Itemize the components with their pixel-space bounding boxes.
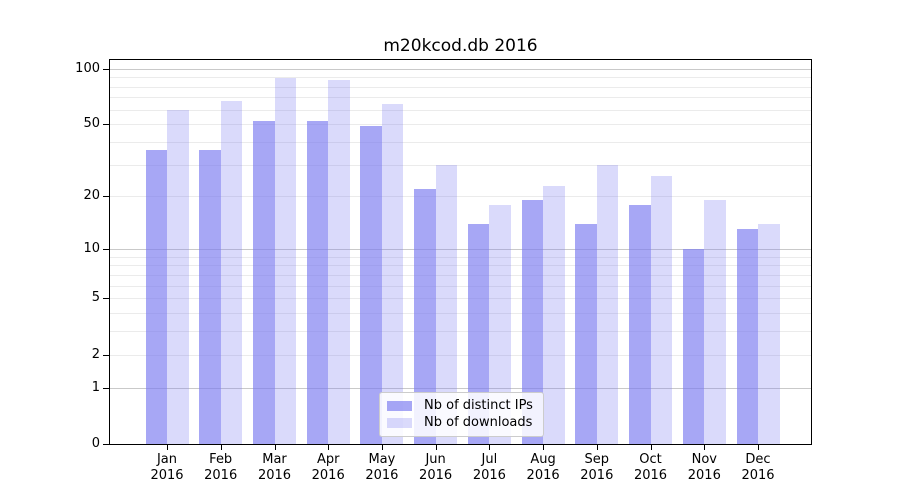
x-tick-mark-nov — [704, 445, 706, 450]
y-tick-label-0: 0 — [91, 436, 100, 451]
legend: Nb of distinct IPs Nb of downloads — [379, 392, 544, 437]
bar-dec-downloads — [758, 223, 780, 444]
gridline-8 — [110, 265, 811, 267]
bar-aug-downloads — [543, 185, 565, 444]
bar-may-distinct-ips — [360, 125, 382, 444]
gridline-7 — [110, 274, 811, 276]
y-tick-label-20: 20 — [83, 188, 100, 204]
x-tick-label-feb: Feb 2016 — [204, 452, 238, 483]
x-tick-mark-jun — [435, 445, 437, 450]
y-tick-label-100: 100 — [75, 60, 100, 76]
x-tick-label-may: May 2016 — [365, 452, 399, 483]
bar-feb-distinct-ips — [199, 150, 221, 444]
y-tick-mark-1 — [103, 387, 109, 389]
x-tick-label-aug: Aug 2016 — [526, 452, 560, 483]
y-tick-mark-50 — [103, 124, 109, 126]
gridline-4 — [110, 313, 811, 315]
bar-jul-downloads — [489, 204, 511, 444]
x-tick-mark-may — [381, 445, 383, 450]
gridline-6 — [110, 285, 811, 287]
x-tick-label-jun: Jun 2016 — [419, 452, 453, 483]
gridline-30 — [110, 164, 811, 166]
legend-item-downloads: Nb of downloads — [387, 414, 537, 431]
x-tick-mark-mar — [274, 445, 276, 450]
gridline-3 — [110, 331, 811, 333]
bar-sep-distinct-ips — [575, 223, 597, 444]
bar-jul-distinct-ips — [467, 223, 490, 444]
x-tick-label-apr: Apr 2016 — [311, 452, 345, 483]
x-tick-mark-jan — [167, 445, 168, 450]
gridline-5 — [110, 298, 811, 300]
gridline-90 — [110, 77, 811, 79]
gridline-10 — [110, 249, 811, 250]
gridline-50 — [110, 124, 811, 126]
legend-item-distinct-ips: Nb of distinct IPs — [387, 397, 537, 414]
gridline-40 — [110, 141, 811, 143]
bar-mar-distinct-ips — [253, 121, 275, 444]
bar-dec-distinct-ips — [736, 229, 758, 444]
bar-apr-distinct-ips — [306, 121, 329, 444]
gridline-100 — [110, 68, 811, 70]
y-tick-mark-20 — [103, 196, 109, 198]
y-tick-label-5: 5 — [91, 290, 100, 306]
bar-jun-downloads — [435, 164, 458, 444]
x-tick-label-jan: Jan 2016 — [150, 452, 184, 483]
gridlines-layer — [110, 60, 811, 444]
legend-swatch-downloads — [387, 417, 412, 428]
x-tick-mark-sep — [596, 445, 598, 450]
x-tick-label-nov: Nov 2016 — [687, 452, 721, 483]
bar-mar-downloads — [274, 78, 296, 444]
legend-label-distinct-ips: Nb of distinct IPs — [424, 398, 533, 413]
bar-nov-downloads — [704, 200, 726, 444]
chart-title: m20kcod.db 2016 — [383, 36, 538, 56]
gridline-1 — [110, 387, 811, 389]
gridline-80 — [110, 86, 811, 88]
bar-apr-downloads — [328, 79, 350, 444]
x-tick-label-oct: Oct 2016 — [633, 452, 668, 483]
bar-oct-distinct-ips — [629, 204, 651, 444]
y-tick-mark-0 — [103, 444, 109, 445]
bar-feb-downloads — [220, 100, 243, 444]
x-tick-mark-feb — [220, 445, 222, 450]
gridline-9 — [110, 256, 811, 258]
x-tick-label-dec: Dec 2016 — [741, 452, 775, 483]
y-tick-label-1: 1 — [91, 379, 100, 395]
x-tick-mark-jul — [489, 445, 491, 450]
bar-sep-downloads — [596, 164, 619, 444]
y-tick-label-50: 50 — [83, 116, 100, 132]
y-tick-label-10: 10 — [83, 241, 100, 256]
bar-jan-downloads — [167, 109, 189, 444]
y-tick-label-2: 2 — [91, 346, 100, 362]
bars-layer — [110, 60, 811, 444]
gridline-70 — [110, 97, 811, 99]
y-tick-mark-5 — [103, 298, 109, 300]
bar-oct-downloads — [650, 175, 672, 444]
y-tick-mark-10 — [103, 249, 109, 250]
x-tick-mark-oct — [650, 445, 652, 450]
y-tick-mark-100 — [103, 68, 109, 70]
x-tick-label-jul: Jul 2016 — [472, 452, 506, 483]
bar-jun-distinct-ips — [414, 189, 436, 444]
bar-jan-distinct-ips — [145, 150, 167, 444]
gridline-20 — [110, 196, 811, 198]
bar-aug-distinct-ips — [521, 200, 544, 444]
x-tick-label-sep: Sep 2016 — [580, 452, 614, 483]
x-tick-mark-aug — [543, 445, 545, 450]
legend-swatch-distinct-ips — [387, 400, 412, 411]
gridline-2 — [110, 354, 811, 356]
gridline-60 — [110, 109, 811, 111]
plot-area: Nb of distinct IPs Nb of downloads — [110, 60, 811, 444]
bar-may-downloads — [381, 104, 404, 444]
bar-nov-distinct-ips — [682, 249, 705, 444]
legend-label-downloads: Nb of downloads — [424, 415, 533, 430]
x-tick-label-mar: Mar 2016 — [257, 452, 292, 483]
x-tick-mark-apr — [328, 445, 330, 450]
y-tick-mark-2 — [103, 354, 109, 356]
x-tick-mark-dec — [758, 445, 759, 450]
